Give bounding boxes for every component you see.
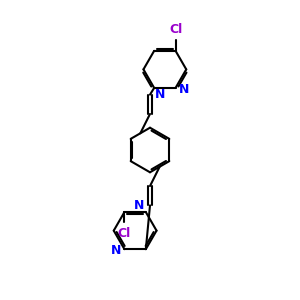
Text: N: N: [134, 199, 145, 212]
Text: N: N: [155, 88, 166, 101]
Text: Cl: Cl: [118, 227, 131, 240]
Text: Cl: Cl: [169, 23, 182, 36]
Text: N: N: [110, 244, 121, 257]
Text: N: N: [179, 83, 190, 96]
